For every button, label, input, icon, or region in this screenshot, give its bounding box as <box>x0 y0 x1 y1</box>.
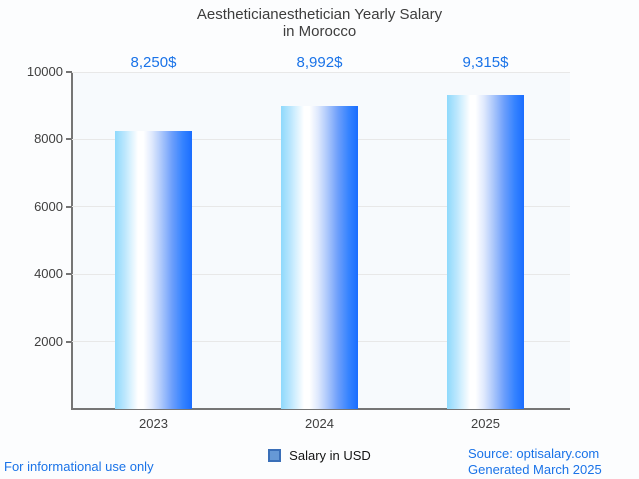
y-tick-label-8000: 8000 <box>34 131 63 147</box>
gridline-10000 <box>72 71 570 73</box>
legend: Salary in USD <box>0 448 639 463</box>
bar-2023 <box>115 130 192 409</box>
y-tick-4000 <box>66 273 72 276</box>
x-axis-line <box>71 408 570 410</box>
chart-title: Aestheticianesthetician Yearly Salary in… <box>0 6 639 40</box>
chart-title-line2: in Morocco <box>282 23 357 40</box>
informational-note: For informational use only <box>4 459 154 474</box>
bar-2025 <box>447 95 524 409</box>
y-axis-line <box>71 72 73 409</box>
chart-title-line1: Aestheticianesthetician Yearly Salary <box>196 6 443 23</box>
y-tick-6000 <box>66 205 72 208</box>
y-tick-10000 <box>66 71 72 73</box>
y-tick-label-10000: 10000 <box>26 64 63 79</box>
x-axis-label-2024: 2024 <box>305 416 334 431</box>
bar-2024 <box>281 105 358 409</box>
y-tick-8000 <box>66 138 72 141</box>
generated-date: Generated March 2025 <box>468 462 602 477</box>
y-tick-2000 <box>66 340 72 343</box>
source-link[interactable]: Source: optisalary.com <box>468 446 600 461</box>
value-label-2023: 8,250$ <box>130 54 177 71</box>
legend-label: Salary in USD <box>289 448 371 463</box>
value-label-2025: 9,315$ <box>462 54 509 71</box>
x-axis-label-2025: 2025 <box>471 416 500 431</box>
y-tick-label-4000: 4000 <box>34 266 63 282</box>
y-tick-label-2000: 2000 <box>34 333 63 349</box>
value-label-2024: 8,992$ <box>296 54 343 71</box>
x-axis-label-2023: 2023 <box>139 416 168 431</box>
legend-marker-icon <box>268 449 282 462</box>
source-block: Source: optisalary.com Generated March 2… <box>468 446 602 478</box>
y-tick-label-6000: 6000 <box>34 198 63 214</box>
